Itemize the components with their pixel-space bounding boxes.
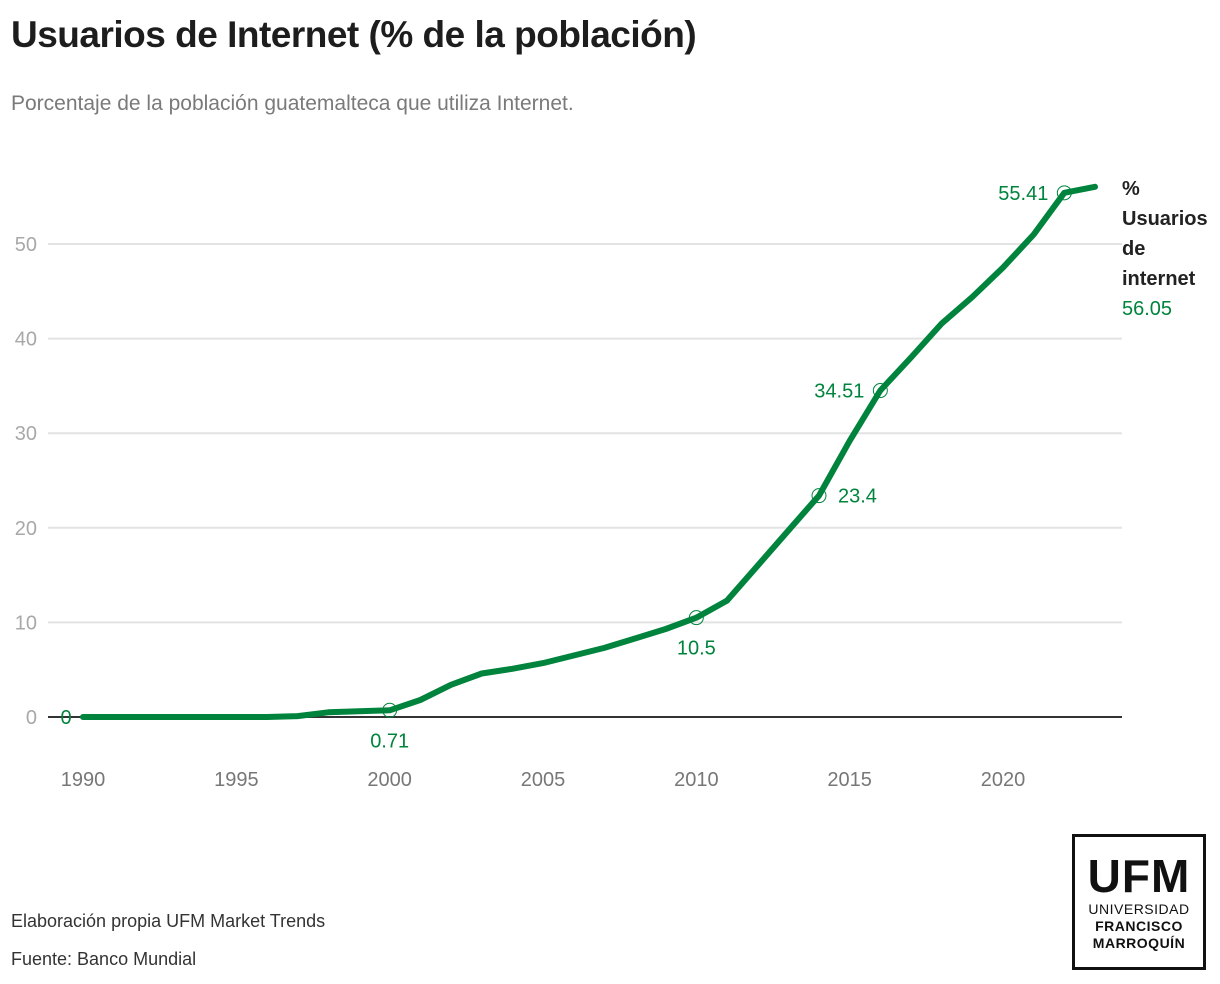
data-label: 55.41 xyxy=(998,183,1048,205)
ufm-logo: UFM UNIVERSIDAD FRANCISCO MARROQUÍN xyxy=(1072,834,1206,970)
annotation-marker xyxy=(688,610,704,626)
y-tick-label: 50 xyxy=(15,234,37,256)
data-label: 0.71 xyxy=(370,730,409,752)
series-name-line: de xyxy=(1122,238,1145,260)
y-tick-label: 10 xyxy=(15,612,37,634)
x-tick-label: 1995 xyxy=(214,769,259,791)
y-tick-label: 30 xyxy=(15,423,37,445)
annotation-markers: 0 0.71 10.5 23.4 34.51 55.41 xyxy=(60,183,1072,752)
x-axis-ticks: 1990 1995 2000 2005 2010 2015 2020 xyxy=(61,769,1026,791)
x-tick-label: 2000 xyxy=(367,769,412,791)
annotation-marker xyxy=(1056,185,1072,201)
annotation-marker xyxy=(811,488,827,504)
y-tick-label: 0 xyxy=(26,707,37,729)
series-end-label: % Usuarios de internet 56.05 xyxy=(1122,178,1208,320)
logo-line-2: FRANCISCO xyxy=(1095,918,1183,934)
data-label: 10.5 xyxy=(677,638,716,660)
y-axis-ticks: 0 10 20 30 40 50 xyxy=(15,234,37,729)
logo-acronym: UFM xyxy=(1087,850,1191,902)
data-label: 34.51 xyxy=(814,381,864,403)
chart-subtitle: Porcentaje de la población guatemalteca … xyxy=(11,92,574,115)
logo-line-1: UNIVERSIDAD xyxy=(1088,901,1190,917)
x-tick-label: 2005 xyxy=(521,769,566,791)
line-chart: 0 10 20 30 40 50 1990 1995 2000 2005 2010 2015 2020… xyxy=(15,178,1208,791)
grid-lines xyxy=(48,243,1122,624)
x-tick-label: 2010 xyxy=(674,769,719,791)
logo-line-3: MARROQUÍN xyxy=(1092,935,1186,951)
series-line xyxy=(80,183,1098,720)
x-tick-label: 2015 xyxy=(827,769,872,791)
data-label: 23.4 xyxy=(838,486,877,508)
annotation-marker xyxy=(382,702,398,718)
series-name-line: % xyxy=(1122,178,1140,200)
source-text: Fuente: Banco Mundial xyxy=(11,949,197,969)
y-tick-label: 40 xyxy=(15,329,37,351)
series-name-line: internet xyxy=(1122,268,1196,290)
data-label: 0 xyxy=(60,707,71,729)
y-tick-label: 20 xyxy=(15,518,37,540)
x-tick-label: 1990 xyxy=(61,769,106,791)
series-end-value: 56.05 xyxy=(1122,298,1172,320)
series-name-line: Usuarios xyxy=(1122,208,1208,230)
credit-text: Elaboración propia UFM Market Trends xyxy=(11,911,326,931)
x-tick-label: 2020 xyxy=(981,769,1026,791)
chart-title: Usuarios de Internet (% de la población) xyxy=(11,14,697,55)
annotation-marker xyxy=(872,383,888,399)
series-line-path xyxy=(80,183,1098,720)
